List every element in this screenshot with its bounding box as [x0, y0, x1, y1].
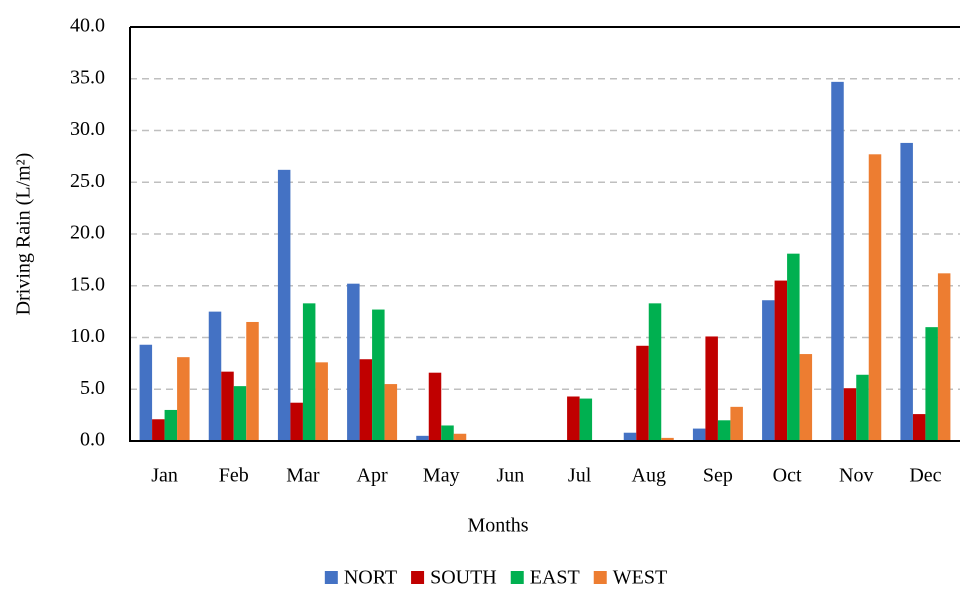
bar	[302, 303, 316, 441]
x-axis-title: Months	[467, 515, 528, 537]
bar	[290, 402, 303, 441]
bar	[623, 432, 637, 441]
bar	[648, 303, 662, 441]
bar	[787, 253, 800, 441]
bar	[705, 336, 718, 441]
bar	[856, 374, 869, 441]
bars	[139, 81, 951, 442]
y-tick-label: 30.0	[70, 118, 105, 140]
bar	[717, 420, 731, 441]
bar	[152, 419, 165, 441]
x-tick-label: Apr	[357, 465, 388, 487]
y-tick-label: 35.0	[70, 66, 105, 88]
legend-label: WEST	[613, 567, 667, 589]
x-tick-label: Nov	[839, 465, 873, 487]
bar	[359, 359, 373, 441]
legend-swatch	[411, 571, 425, 584]
y-tick-label: 15.0	[70, 273, 105, 295]
bar	[347, 283, 360, 441]
bar	[567, 396, 580, 441]
x-tick-label: Aug	[632, 465, 666, 487]
grid	[130, 78, 960, 390]
legend-label: EAST	[530, 567, 580, 589]
bar	[900, 142, 913, 442]
bar	[428, 372, 442, 441]
x-tick-label: Jul	[568, 465, 592, 487]
bar	[315, 362, 328, 441]
bar	[277, 169, 291, 441]
bar	[636, 345, 649, 441]
y-tick-label: 0.0	[80, 429, 105, 451]
y-tick-label: 20.0	[70, 222, 105, 244]
legend-swatch	[593, 571, 607, 584]
bar	[221, 371, 234, 441]
x-tick-label: Feb	[219, 465, 249, 487]
bar	[453, 433, 467, 441]
legend-label: SOUTH	[430, 567, 497, 589]
bar	[384, 384, 398, 441]
bar	[416, 435, 429, 441]
y-axis-title: Driving Rain (L/m²)	[13, 153, 35, 316]
x-tick-label: Oct	[773, 465, 802, 487]
y-tick-label: 5.0	[80, 377, 105, 399]
bar	[372, 309, 385, 441]
bar	[912, 414, 926, 441]
bar	[579, 398, 593, 441]
bar	[177, 357, 190, 441]
bar	[730, 406, 743, 441]
bar	[925, 327, 938, 441]
bar	[208, 311, 222, 441]
bar	[868, 154, 882, 441]
y-tick-label: 25.0	[70, 170, 105, 192]
bar	[692, 428, 706, 441]
x-tick-label: Jan	[151, 465, 178, 487]
bar	[233, 386, 247, 441]
x-tick-label: Jun	[497, 465, 525, 487]
bar	[164, 409, 178, 441]
bar	[246, 321, 259, 441]
legend-swatch	[324, 571, 338, 584]
bar	[774, 280, 788, 441]
legend: NORT SOUTH EAST WEST	[324, 567, 667, 589]
x-tick-label: Mar	[286, 465, 320, 487]
x-tick-label: Sep	[703, 465, 733, 487]
bar	[937, 273, 951, 441]
bar	[799, 354, 813, 441]
legend-swatch	[510, 571, 524, 584]
bar	[831, 81, 844, 441]
bar	[762, 300, 775, 441]
bar	[843, 388, 857, 441]
y-tick-label: 40.0	[70, 15, 105, 37]
bar	[661, 437, 674, 441]
bar	[441, 425, 454, 441]
legend-label: NORT	[344, 567, 397, 589]
x-tick-label: May	[423, 465, 460, 487]
plot-frame	[129, 26, 960, 442]
x-tick-label: Dec	[909, 465, 941, 487]
y-tick-label: 10.0	[70, 325, 105, 347]
bar	[139, 344, 153, 441]
